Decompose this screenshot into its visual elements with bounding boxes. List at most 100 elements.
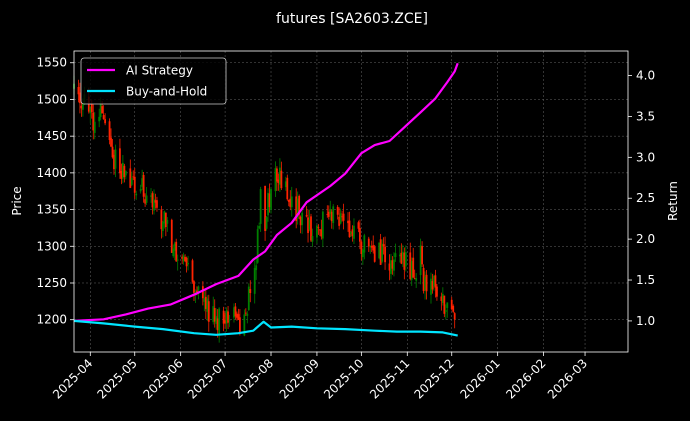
candle-body: [321, 211, 324, 239]
candle-body: [256, 229, 259, 263]
candle-body: [390, 260, 392, 274]
candle-body: [124, 171, 127, 176]
candle-body: [342, 213, 345, 221]
candle-body: [139, 188, 142, 192]
candle-body: [298, 195, 301, 215]
candle-body: [133, 176, 136, 193]
candlestick-series: [73, 75, 456, 343]
candle-body: [274, 168, 277, 192]
candle-body: [347, 220, 349, 224]
candle-body: [218, 308, 221, 334]
candle-body: [307, 217, 309, 234]
candle-body: [164, 212, 167, 228]
candle-body: [378, 242, 381, 259]
return-tick-label: 3.5: [636, 109, 655, 123]
price-tick-label: 1250: [36, 276, 67, 290]
candle-body: [326, 214, 329, 215]
candle-body: [236, 313, 238, 318]
candle-body: [113, 154, 115, 170]
return-tick-label: 2.0: [636, 232, 655, 246]
price-tick-label: 1200: [36, 313, 67, 327]
candle-body: [111, 146, 114, 158]
candle-body: [181, 256, 184, 259]
candle-body: [441, 293, 444, 303]
candle-body: [247, 286, 250, 311]
candle-body: [99, 103, 102, 118]
candle-body: [393, 259, 395, 271]
candle-body: [367, 238, 370, 247]
candle-body: [253, 267, 256, 294]
candle-body: [267, 192, 269, 216]
candle-body: [310, 216, 312, 241]
candle-body: [348, 220, 351, 238]
candle-body: [185, 257, 188, 267]
candle-body: [382, 244, 385, 247]
candle-body: [358, 227, 361, 242]
candle-body: [327, 211, 330, 217]
return-tick-label: 1.5: [636, 273, 655, 287]
candle-body: [450, 299, 453, 310]
candle-body: [156, 200, 158, 208]
candle-body: [341, 216, 344, 218]
candle-body: [110, 137, 112, 147]
candle-body: [207, 301, 210, 322]
candle-body: [401, 251, 404, 261]
candle-body: [193, 281, 195, 293]
candle-body: [224, 320, 226, 324]
candle-body: [308, 219, 311, 230]
candle-body: [237, 314, 240, 320]
candle-body: [391, 260, 394, 269]
candle-body: [287, 199, 290, 202]
candle-body: [421, 246, 424, 265]
candle-body: [444, 310, 447, 312]
candle-body: [412, 257, 415, 278]
candle-body: [90, 103, 93, 112]
candle-body: [196, 290, 198, 293]
candle-body: [92, 112, 95, 131]
candle-body: [204, 296, 207, 309]
candle-body: [135, 193, 138, 196]
candle-body: [120, 171, 123, 179]
candle-body: [425, 274, 428, 292]
candle-body: [276, 168, 278, 182]
candle-body: [268, 193, 271, 208]
candle-body: [119, 148, 121, 174]
return-tick-label: 4.0: [636, 69, 655, 83]
candle-body: [419, 245, 422, 276]
candle-body: [403, 252, 406, 270]
candle-body: [216, 318, 219, 331]
candle-body: [114, 149, 117, 169]
candle-body: [121, 162, 124, 179]
candle-body: [213, 307, 216, 322]
candle-body: [370, 245, 373, 248]
price-tick-label: 1350: [36, 203, 67, 217]
candle-body: [318, 229, 321, 231]
series-line-ai-strategy: [73, 62, 459, 322]
legend-box: [80, 57, 227, 105]
candle-body: [150, 195, 152, 197]
candle-body: [339, 213, 342, 224]
candle-body: [305, 215, 308, 217]
candle-body: [258, 225, 261, 229]
return-series: [73, 62, 459, 337]
candle-body: [332, 206, 335, 224]
candle-body: [301, 212, 304, 226]
candle-body: [170, 219, 173, 253]
candle-body: [79, 92, 81, 104]
candle-body: [338, 216, 341, 226]
candle-body: [163, 211, 166, 224]
candle-body: [233, 307, 235, 318]
chart-title: futures [SA2603.ZCE]: [276, 11, 428, 27]
candle-body: [132, 176, 135, 178]
candle-body: [77, 86, 80, 95]
candle-body: [361, 249, 364, 258]
candle-body: [278, 167, 281, 185]
price-tick-label: 1550: [36, 56, 67, 70]
candle-body: [270, 189, 272, 210]
price-tick-label: 1500: [36, 92, 67, 106]
candle-body: [299, 216, 302, 226]
candle-body: [286, 177, 289, 200]
return-tick-label: 2.5: [636, 191, 655, 205]
candle-body: [153, 199, 155, 211]
candle-body: [353, 225, 355, 239]
